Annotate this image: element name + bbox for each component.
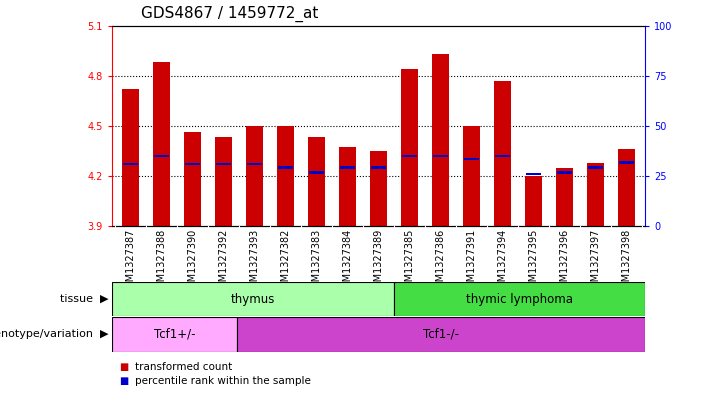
Text: GSM1327396: GSM1327396 xyxy=(559,229,570,294)
Bar xyxy=(618,149,635,226)
Text: transformed count: transformed count xyxy=(135,362,232,373)
Text: GSM1327393: GSM1327393 xyxy=(249,229,260,294)
Bar xyxy=(370,151,387,226)
Bar xyxy=(309,171,324,174)
Bar xyxy=(153,62,170,226)
Bar xyxy=(154,155,169,157)
Text: GSM1327398: GSM1327398 xyxy=(622,229,632,294)
Bar xyxy=(556,167,573,226)
Text: genotype/variation  ▶: genotype/variation ▶ xyxy=(0,329,108,340)
Bar xyxy=(464,158,479,160)
Text: GSM1327384: GSM1327384 xyxy=(342,229,353,294)
Text: GDS4867 / 1459772_at: GDS4867 / 1459772_at xyxy=(141,6,318,22)
Bar xyxy=(247,163,262,165)
Bar xyxy=(587,162,604,226)
Bar xyxy=(215,138,232,226)
Text: GSM1327382: GSM1327382 xyxy=(280,229,291,294)
Bar xyxy=(495,155,510,157)
Text: GSM1327395: GSM1327395 xyxy=(528,229,539,294)
Text: thymus: thymus xyxy=(231,292,275,306)
Bar xyxy=(401,69,418,226)
Bar xyxy=(557,171,572,174)
Bar xyxy=(112,317,237,352)
Text: tissue  ▶: tissue ▶ xyxy=(60,294,108,304)
Text: ■: ■ xyxy=(119,362,128,373)
Bar xyxy=(619,162,634,163)
Bar xyxy=(112,282,394,316)
Text: GSM1327383: GSM1327383 xyxy=(311,229,322,294)
Bar xyxy=(237,317,645,352)
Text: GSM1327392: GSM1327392 xyxy=(218,229,229,294)
Bar xyxy=(394,282,645,316)
Bar xyxy=(494,81,511,226)
Text: GSM1327390: GSM1327390 xyxy=(187,229,198,294)
Text: GSM1327391: GSM1327391 xyxy=(466,229,477,294)
Text: GSM1327386: GSM1327386 xyxy=(435,229,446,294)
Text: percentile rank within the sample: percentile rank within the sample xyxy=(135,376,311,386)
Bar xyxy=(371,166,386,169)
Bar xyxy=(184,132,201,226)
Bar xyxy=(463,126,480,226)
Text: GSM1327385: GSM1327385 xyxy=(404,229,415,294)
Bar xyxy=(122,89,139,226)
Bar xyxy=(340,166,355,169)
Text: Tcf1-/-: Tcf1-/- xyxy=(423,328,459,341)
Text: ■: ■ xyxy=(119,376,128,386)
Bar xyxy=(185,163,200,165)
Text: Tcf1+/-: Tcf1+/- xyxy=(154,328,195,341)
Text: thymic lymphoma: thymic lymphoma xyxy=(466,292,573,306)
Bar xyxy=(339,147,356,226)
Bar xyxy=(588,166,603,169)
Bar xyxy=(278,166,293,169)
Text: GSM1327394: GSM1327394 xyxy=(497,229,508,294)
Bar xyxy=(432,54,449,226)
Bar xyxy=(526,173,541,175)
Bar xyxy=(123,163,138,165)
Bar xyxy=(216,163,231,165)
Bar xyxy=(246,126,263,226)
Text: GSM1327387: GSM1327387 xyxy=(125,229,136,294)
Bar xyxy=(308,138,325,226)
Text: GSM1327389: GSM1327389 xyxy=(373,229,384,294)
Bar xyxy=(433,155,448,157)
Bar xyxy=(277,126,294,226)
Text: GSM1327388: GSM1327388 xyxy=(156,229,167,294)
Bar xyxy=(525,176,542,226)
Text: GSM1327397: GSM1327397 xyxy=(590,229,601,294)
Bar xyxy=(402,155,417,157)
